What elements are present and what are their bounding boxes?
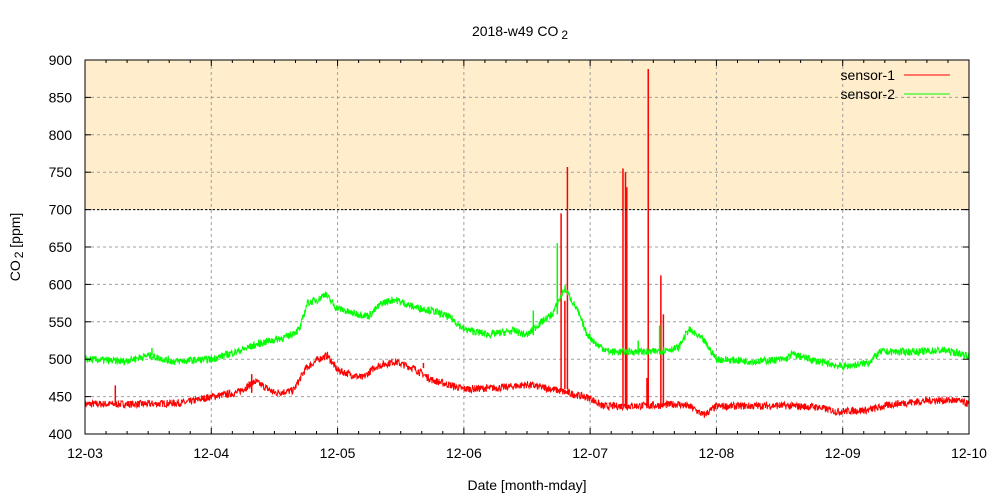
- y-axis-label: CO2 [ppm]: [7, 213, 26, 282]
- x-axis-label: Date [month-mday]: [467, 477, 586, 493]
- y-tick-label: 500: [49, 351, 73, 367]
- x-tick-label: 12-04: [193, 445, 229, 461]
- axis-ticks: 400 450 500 550 600 650 700 750 800 850 900 12-03 12…: [49, 52, 987, 461]
- chart-title: 2018-w49 CO 2: [472, 23, 568, 42]
- grid: [85, 60, 969, 434]
- threshold-band: [85, 60, 969, 210]
- series-lines: [84, 68, 970, 418]
- series-line-sensor-2: [84, 284, 970, 372]
- x-tick-label: 12-10: [951, 445, 987, 461]
- y-tick-label: 850: [49, 89, 73, 105]
- y-tick-label: 600: [49, 276, 73, 292]
- legend: sensor-1 sensor-2: [841, 67, 950, 102]
- series-line-sensor-1: [84, 351, 970, 418]
- x-tick-label: 12-07: [572, 445, 608, 461]
- y-tick-label: 800: [49, 127, 73, 143]
- y-tick-label: 450: [49, 389, 73, 405]
- y-tick-label: 400: [49, 426, 73, 442]
- x-tick-label: 12-06: [446, 445, 482, 461]
- y-tick-label: 650: [49, 239, 73, 255]
- y-tick-label: 750: [49, 164, 73, 180]
- x-tick-label: 12-08: [699, 445, 735, 461]
- x-tick-label: 12-05: [320, 445, 356, 461]
- x-tick-label: 12-03: [67, 445, 103, 461]
- legend-label-sensor-1: sensor-1: [841, 67, 896, 83]
- y-tick-label: 700: [49, 202, 73, 218]
- y-tick-label: 900: [49, 52, 73, 68]
- y-tick-label: 550: [49, 314, 73, 330]
- legend-label-sensor-2: sensor-2: [841, 86, 896, 102]
- x-tick-label: 12-09: [825, 445, 861, 461]
